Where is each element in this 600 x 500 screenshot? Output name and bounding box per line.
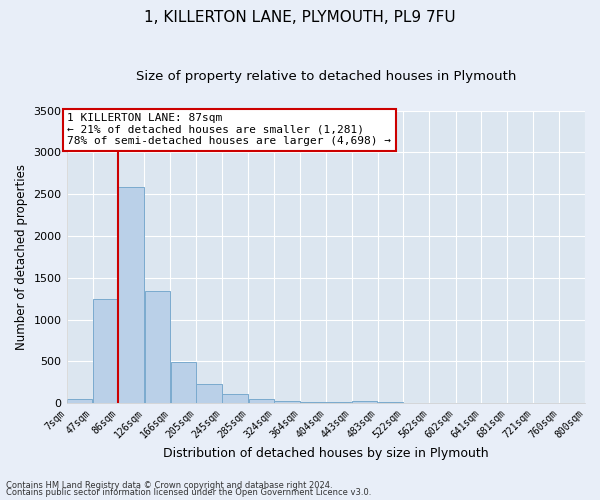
Bar (300, 402, 326, 403)
Bar (378, 402, 403, 403)
Bar (145, 291, 170, 403)
Text: 1, KILLERTON LANE, PLYMOUTH, PL9 7FU: 1, KILLERTON LANE, PLYMOUTH, PL9 7FU (144, 10, 456, 25)
Bar (223, 394, 248, 403)
Y-axis label: Number of detached properties: Number of detached properties (15, 164, 28, 350)
Bar (196, 384, 222, 403)
Bar (118, 186, 144, 403)
Bar (171, 362, 196, 403)
Bar (352, 401, 377, 403)
Text: Contains public sector information licensed under the Open Government Licence v3: Contains public sector information licen… (6, 488, 371, 497)
Bar (274, 401, 299, 403)
Bar (326, 402, 352, 403)
Text: 1 KILLERTON LANE: 87sqm
← 21% of detached houses are smaller (1,281)
78% of semi: 1 KILLERTON LANE: 87sqm ← 21% of detache… (67, 113, 391, 146)
Bar (248, 399, 274, 403)
Bar (93, 298, 118, 403)
Bar (67, 399, 92, 403)
Text: Contains HM Land Registry data © Crown copyright and database right 2024.: Contains HM Land Registry data © Crown c… (6, 480, 332, 490)
Title: Size of property relative to detached houses in Plymouth: Size of property relative to detached ho… (136, 70, 516, 83)
X-axis label: Distribution of detached houses by size in Plymouth: Distribution of detached houses by size … (163, 447, 488, 460)
